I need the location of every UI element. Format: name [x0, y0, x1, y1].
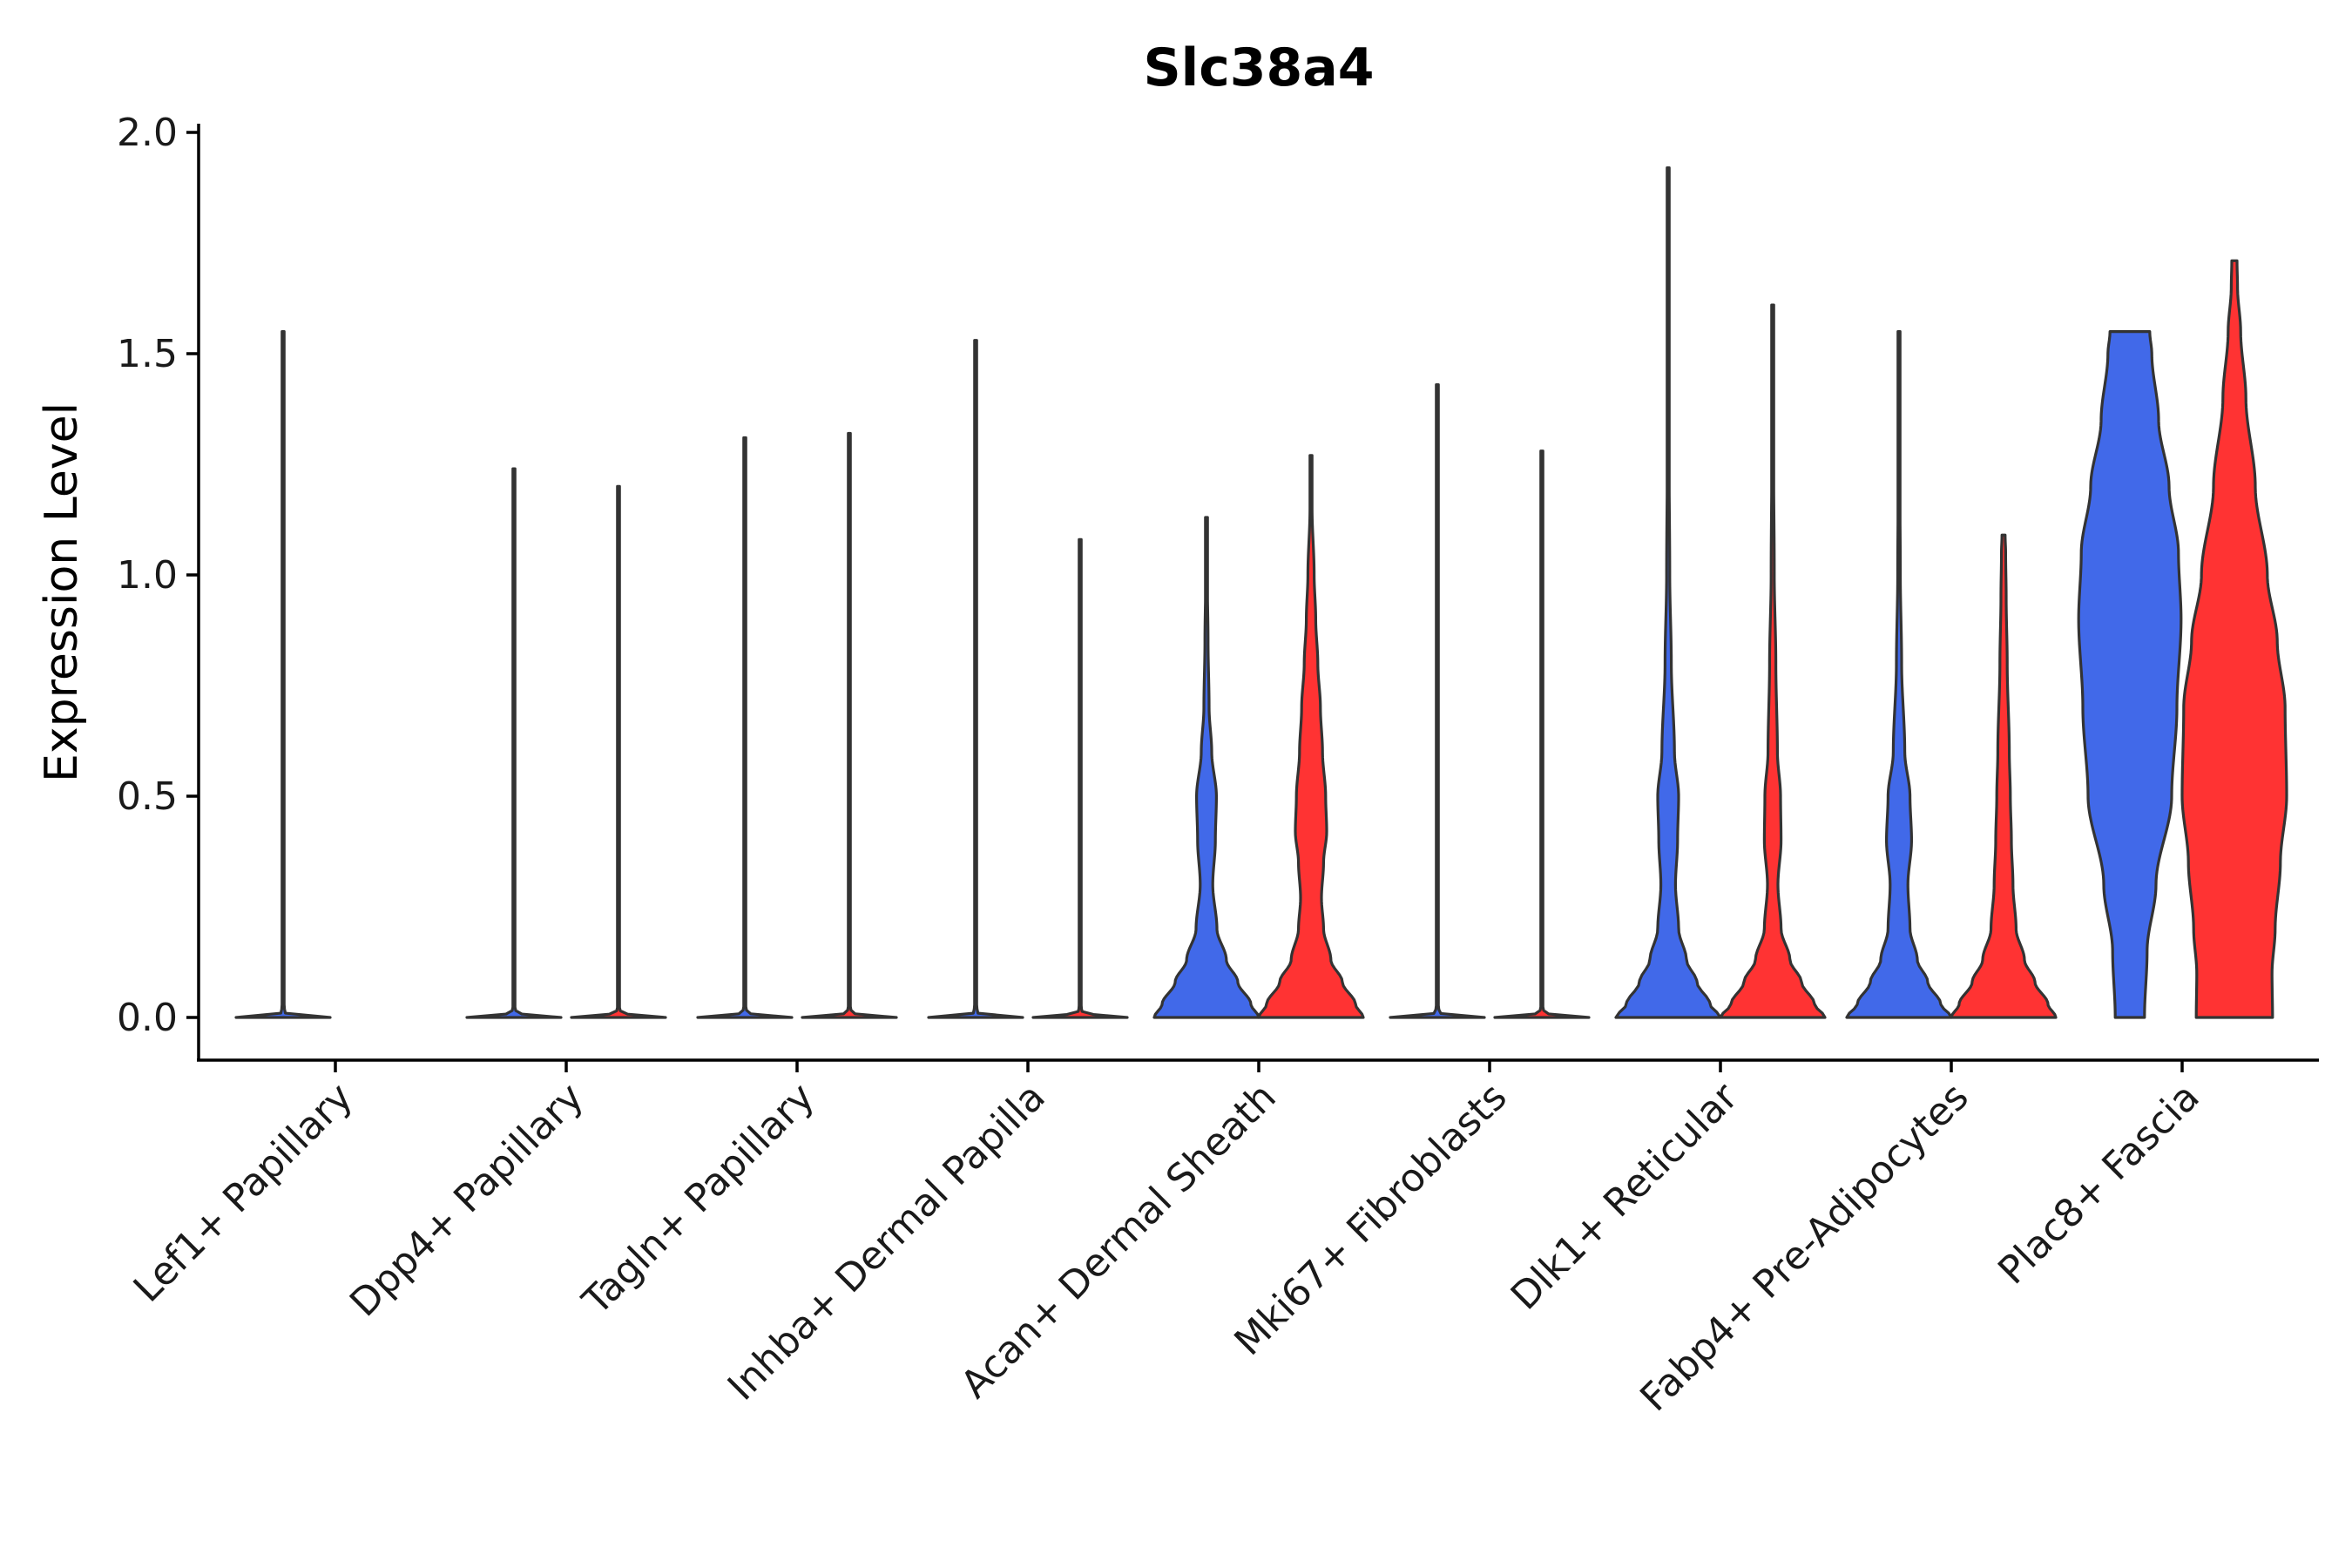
y-tick-label: 0.5	[117, 774, 178, 819]
violin-plac8-fascia-group-2	[2180, 259, 2288, 1019]
violin-inhba-dermal-papilla-group-2	[1031, 537, 1129, 1019]
y-axis-label: Expression Level	[36, 402, 88, 782]
violin-plac8-fascia-group-1	[2077, 330, 2183, 1019]
violin-fabp4-pre-adipocytes-group-1	[1845, 330, 1953, 1019]
chart-title: Slc38a4	[1143, 37, 1374, 98]
y-tick-label: 2.0	[117, 111, 178, 155]
violin-acan-dermal-sheath-group-2	[1257, 454, 1365, 1019]
violin-mki67-fibroblasts-group-1	[1389, 382, 1486, 1019]
y-tick-label: 0.0	[117, 996, 178, 1040]
x-tick-label: Lef1+ Papillary	[125, 1075, 362, 1311]
violin-fabp4-pre-adipocytes-group-2	[1950, 533, 2058, 1019]
y-tick-label: 1.0	[117, 553, 178, 598]
violin-tagln-papillary-group-1	[696, 436, 794, 1019]
x-tick-label: Tagln+ Papillary	[574, 1075, 823, 1324]
violin-lef1-papillary-group-1	[234, 330, 332, 1019]
violin-dpp4-papillary-group-1	[465, 467, 563, 1019]
violin-dpp4-papillary-group-2	[570, 484, 667, 1019]
violin-dlk1-reticular-group-1	[1614, 166, 1722, 1019]
violins-layer	[234, 166, 2288, 1019]
violin-dlk1-reticular-group-2	[1719, 303, 1827, 1019]
x-tick-label: Dpp4+ Papillary	[341, 1075, 592, 1326]
violin-acan-dermal-sheath-group-1	[1152, 516, 1260, 1019]
x-tick-label: Dlk1+ Reticular	[1503, 1074, 1747, 1319]
y-tick-label: 1.5	[117, 332, 178, 376]
violin-mki67-fibroblasts-group-2	[1493, 449, 1591, 1019]
violin-tagln-papillary-group-2	[801, 431, 898, 1019]
violin-inhba-dermal-papilla-group-1	[927, 339, 1024, 1019]
y-ticks: 0.0 0.5 1.0 1.5 2.0	[117, 111, 199, 1040]
x-tick-label: Plac8+ Fascia	[1990, 1075, 2208, 1294]
